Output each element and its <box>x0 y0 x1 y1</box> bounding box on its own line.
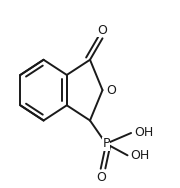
Text: OH: OH <box>130 149 149 162</box>
Text: OH: OH <box>134 127 153 139</box>
Text: P: P <box>102 137 110 150</box>
Text: O: O <box>106 84 116 97</box>
Text: O: O <box>98 24 107 36</box>
Text: O: O <box>96 171 106 183</box>
